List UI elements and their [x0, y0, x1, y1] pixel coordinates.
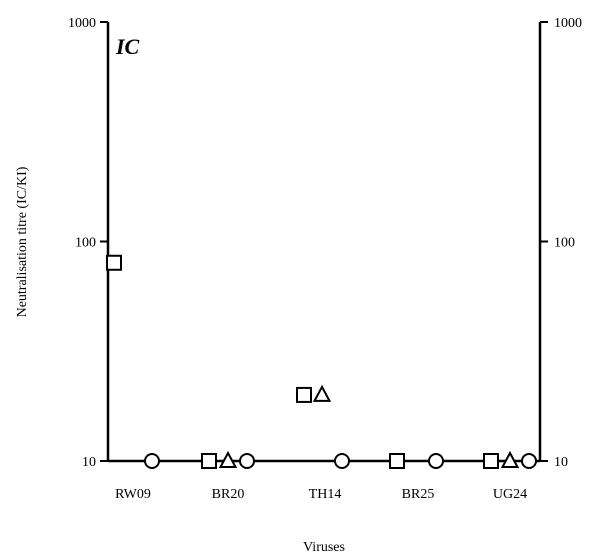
point-ug24-square [483, 453, 499, 469]
panel-label: IC [115, 34, 140, 59]
x-category-label-rw09: RW09 [115, 487, 151, 502]
point-th14-triangle [312, 384, 332, 402]
point-th14-circle [334, 453, 350, 469]
x-category-label-br20: BR20 [212, 487, 245, 502]
point-th14-square [296, 386, 312, 403]
y-tick-label-right-2: 1000 [554, 16, 582, 31]
point-ug24-circle [521, 453, 537, 469]
x-category-label-ug24: UG24 [493, 487, 527, 502]
y-tick-label-left-2: 1000 [68, 16, 96, 31]
point-br25-circle [428, 453, 444, 469]
point-ug24-triangle [500, 450, 520, 468]
point-br20-square [201, 453, 217, 469]
y-axis-title: Neutralisation titre (IC/KI) [15, 166, 30, 317]
x-category-label-th14: TH14 [309, 487, 342, 502]
y-tick-label-right-1: 100 [554, 236, 575, 251]
x-category-label-br25: BR25 [402, 487, 435, 502]
y-tick-label-left-1: 100 [75, 236, 96, 251]
point-rw09-square [106, 254, 122, 271]
y-ticks: 10 10 100 100 1000 1000 [68, 16, 582, 470]
point-rw09-circle [144, 453, 160, 469]
point-br20-circle [239, 453, 255, 469]
y-tick-label-left-0: 10 [82, 455, 96, 470]
point-br20-triangle [218, 450, 238, 468]
x-axis-title: Viruses [303, 540, 345, 555]
data-points [106, 254, 537, 469]
category-labels: RW09 BR20 TH14 BR25 UG24 [115, 487, 527, 502]
y-tick-label-right-0: 10 [554, 455, 568, 470]
point-br25-square [389, 453, 405, 469]
